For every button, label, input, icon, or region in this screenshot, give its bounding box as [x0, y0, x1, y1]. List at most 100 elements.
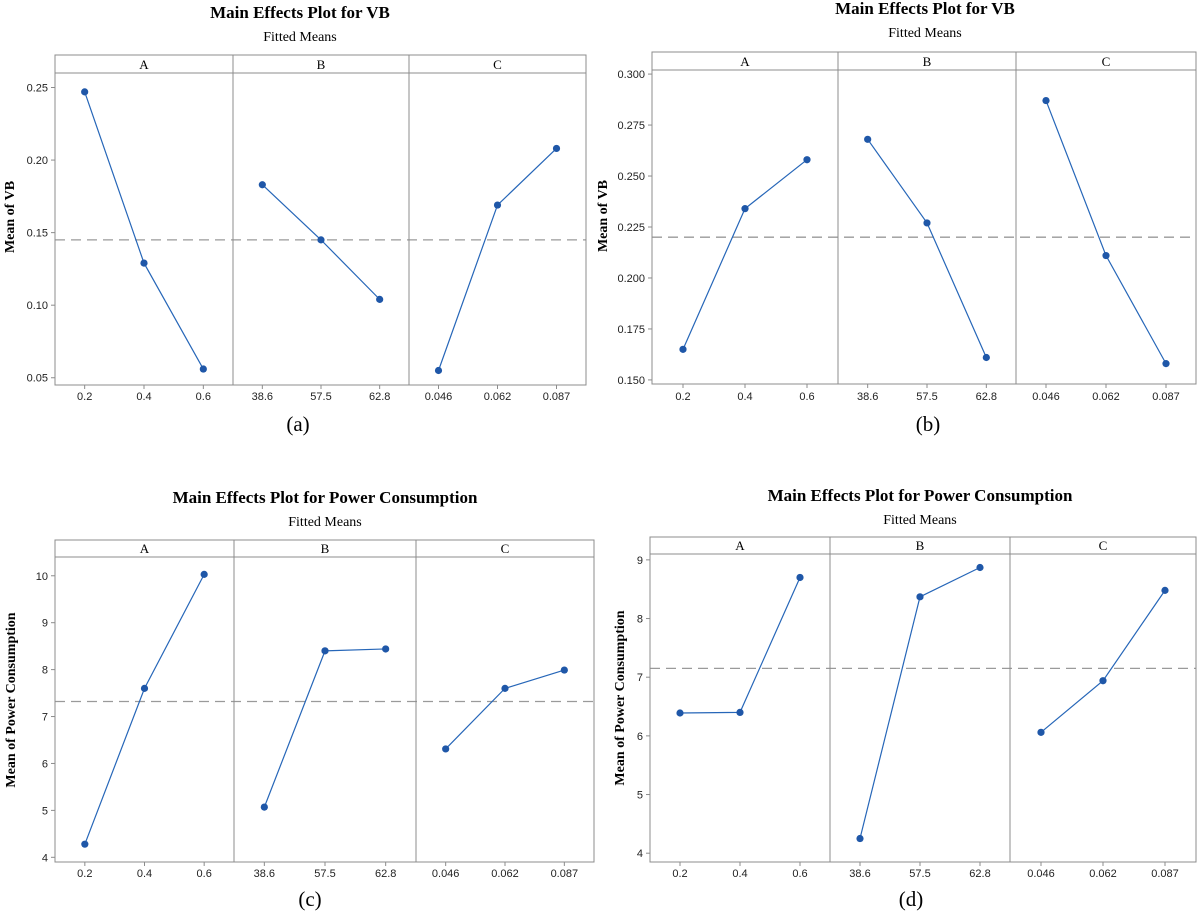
y-tick-label: 4 [42, 852, 48, 864]
data-point [676, 709, 684, 717]
y-axis-label: Mean of Power Consumption [4, 612, 19, 787]
panel-caption: (c) [298, 887, 321, 911]
series-line-A [682, 159, 808, 350]
data-point [1162, 360, 1170, 368]
x-tick-label: 38.6 [254, 868, 275, 880]
series-line-C [1045, 100, 1167, 364]
x-tick-label: 0.2 [675, 391, 690, 403]
data-point [81, 840, 89, 848]
x-tick-label: 38.6 [857, 391, 878, 403]
facet-label-A: A [740, 54, 750, 69]
data-point [1102, 251, 1110, 260]
panel-caption: (d) [899, 887, 924, 911]
y-tick-label: 0.05 [27, 373, 48, 385]
x-tick-label: 0.4 [737, 391, 752, 403]
chart-title: Main Effects Plot for Power Consumption [768, 486, 1073, 505]
x-tick-label: 62.8 [369, 391, 390, 403]
series-line-A [84, 574, 205, 845]
y-tick-label: 7 [637, 672, 643, 684]
y-tick-label: 0.275 [617, 120, 645, 132]
y-tick-label: 0.25 [27, 83, 48, 95]
data-point [442, 745, 450, 753]
data-point [81, 88, 89, 96]
y-tick-label: 8 [637, 614, 643, 626]
chart-subtitle: Fitted Means [883, 513, 957, 528]
y-tick-label: 4 [637, 848, 643, 860]
y-tick-label: 0.10 [27, 300, 48, 312]
x-tick-label: 57.5 [916, 391, 937, 403]
chart-panel-d: Main Effects Plot for Power Consumption F… [613, 486, 1197, 911]
y-axis-label: Mean of VB [3, 181, 18, 253]
y-axis-label: Mean of VB [596, 180, 611, 252]
data-point [796, 573, 804, 582]
data-point [1037, 728, 1045, 736]
x-tick-label: 0.087 [543, 391, 571, 403]
x-tick-label: 0.087 [551, 868, 579, 880]
facet-label-B: B [923, 54, 932, 69]
panel-caption: (a) [286, 412, 309, 436]
data-point [434, 366, 443, 375]
data-point [382, 645, 390, 653]
data-point [923, 219, 931, 227]
plot-frame [649, 536, 1197, 863]
panel-caption: (b) [916, 412, 941, 436]
data-point [140, 259, 148, 267]
y-tick-label: 0.20 [27, 155, 48, 167]
y-tick-label: 5 [42, 805, 48, 817]
data-point [856, 834, 864, 843]
data-point [140, 684, 149, 692]
chart-panel-b: Main Effects Plot for VB Fitted Means Mean… [596, 0, 1197, 436]
x-tick-label: 62.8 [375, 868, 396, 880]
data-point [317, 236, 325, 244]
x-tick-label: 0.046 [1032, 391, 1060, 403]
data-point [976, 563, 984, 572]
series-line-C [1040, 590, 1166, 733]
facet-label-A: A [140, 541, 150, 556]
y-tick-label: 8 [42, 665, 48, 677]
data-point [200, 570, 208, 578]
data-point [864, 135, 872, 143]
facet-label-A: A [735, 538, 745, 553]
facet-label-C: C [1099, 538, 1108, 553]
y-tick-label: 10 [36, 571, 48, 583]
x-tick-label: 0.6 [792, 868, 807, 880]
series-line-B [263, 648, 386, 808]
chart-panel-a: Main Effects Plot for VB Fitted Means Mean… [3, 3, 587, 436]
series-line-A [679, 577, 801, 714]
facet-label-B: B [321, 541, 330, 556]
x-tick-label: 57.5 [310, 391, 331, 403]
facet-label-C: C [501, 541, 510, 556]
y-tick-label: 6 [637, 731, 643, 743]
data-point [736, 708, 744, 717]
x-tick-label: 0.062 [491, 868, 519, 880]
chart-subtitle: Fitted Means [288, 515, 362, 530]
y-tick-label: 0.200 [617, 273, 645, 285]
x-tick-label: 0.2 [77, 868, 92, 880]
data-point [679, 345, 687, 353]
x-tick-label: 62.8 [976, 391, 997, 403]
y-tick-label: 0.150 [617, 375, 645, 387]
x-tick-label: 0.2 [77, 391, 92, 403]
series-line-B [867, 138, 987, 358]
y-tick-label: 0.15 [27, 228, 48, 240]
x-tick-label: 0.6 [799, 391, 814, 403]
data-point [916, 593, 924, 601]
y-tick-label: 0.225 [617, 222, 645, 234]
x-tick-label: 0.062 [1089, 868, 1117, 880]
chart-subtitle: Fitted Means [263, 30, 337, 45]
x-tick-label: 0.046 [432, 868, 460, 880]
series-line-B [859, 566, 981, 839]
series-line-C [445, 669, 565, 750]
x-tick-label: 0.4 [732, 868, 747, 880]
facet-label-C: C [493, 57, 502, 72]
data-point [982, 353, 990, 362]
data-point [260, 803, 268, 811]
x-tick-label: 38.6 [849, 868, 870, 880]
x-tick-label: 0.062 [484, 391, 512, 403]
y-axis-label: Mean of Power Consumption [613, 610, 628, 785]
x-tick-label: 0.4 [136, 391, 151, 403]
x-tick-label: 0.6 [196, 391, 211, 403]
facet-label-A: A [139, 57, 149, 72]
x-tick-label: 0.2 [672, 868, 687, 880]
